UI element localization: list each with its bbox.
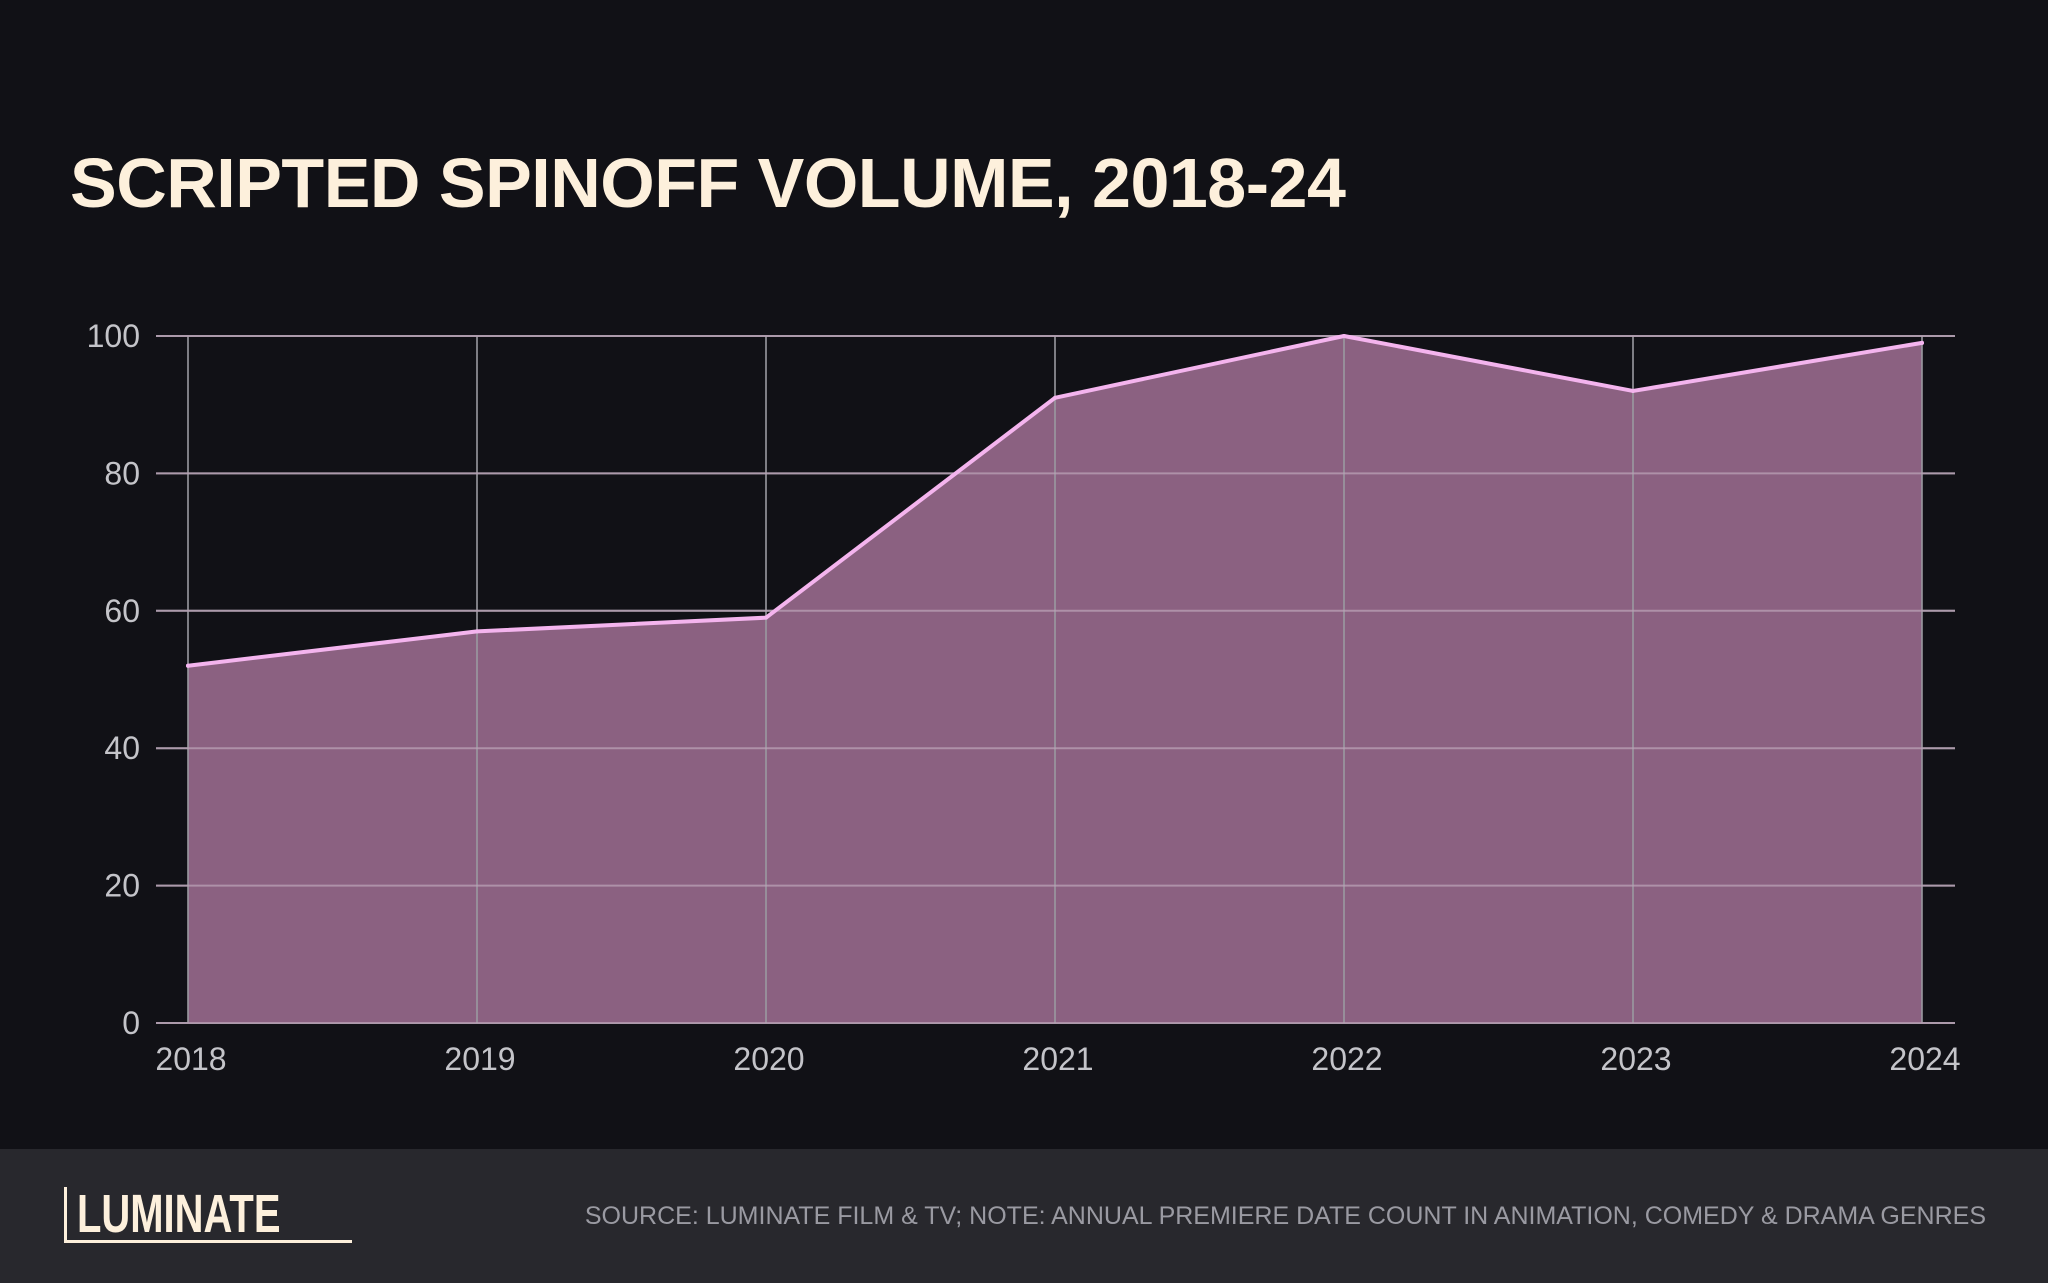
x-tick-label-2021: 2021	[1022, 1041, 1093, 1077]
x-tick-label-2018: 2018	[155, 1041, 226, 1077]
x-tick-label-2023: 2023	[1600, 1041, 1671, 1077]
y-tick-label-100: 100	[87, 318, 140, 354]
x-tick-label-2022: 2022	[1311, 1041, 1382, 1077]
vertical-grid-lines	[156, 335, 1955, 1024]
x-tick-label-2024: 2024	[1889, 1041, 1960, 1077]
source-note: SOURCE: LUMINATE FILM & TV; NOTE: ANNUAL…	[584, 1202, 1986, 1230]
y-axis-ticks: 0 20 40 60 80 100	[87, 318, 140, 1041]
chart-title: SCRIPTED SPINOFF VOLUME, 2018-24	[70, 144, 1346, 222]
y-tick-label-20: 20	[104, 868, 140, 904]
data-point-2024	[1920, 340, 1924, 345]
footer-bar	[0, 1149, 2048, 1283]
data-point-2018	[186, 663, 190, 668]
line-layer	[186, 334, 1924, 668]
luminate-logo: LUMINATE	[64, 1187, 352, 1243]
x-tick-label-2020: 2020	[733, 1041, 804, 1077]
x-axis-ticks: 2018 2019 2020 2021 2022 2023 2024	[155, 1041, 1960, 1077]
data-point-2023	[1631, 388, 1635, 393]
x-tick-label-2019: 2019	[444, 1041, 515, 1077]
y-tick-label-60: 60	[104, 593, 140, 629]
data-point-2020	[764, 615, 768, 620]
data-point-2019	[475, 629, 479, 634]
y-tick-label-40: 40	[104, 730, 140, 766]
data-point-2021	[1053, 395, 1057, 400]
y-tick-label-0: 0	[122, 1005, 140, 1041]
logo-text: LUMINATE	[77, 1184, 281, 1244]
data-point-2022	[1342, 334, 1346, 338]
y-tick-label-80: 80	[104, 455, 140, 491]
